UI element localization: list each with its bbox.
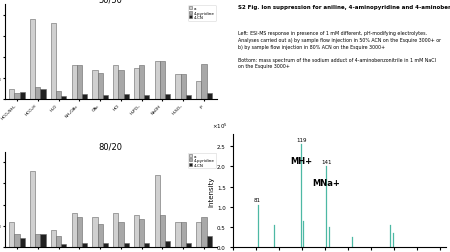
Text: $\times10^5$: $\times10^5$	[212, 121, 228, 130]
Bar	[144, 96, 149, 100]
Bar	[139, 219, 144, 247]
Bar	[202, 217, 207, 247]
Bar	[180, 222, 186, 247]
Bar	[103, 96, 108, 100]
Bar	[14, 234, 19, 247]
Bar	[186, 96, 191, 100]
Title: 50/50: 50/50	[99, 0, 122, 4]
Bar	[202, 65, 207, 100]
Text: Left: ESI-MS response in presence of 1 mM different, pH-modifying electrolytes.
: Left: ESI-MS response in presence of 1 m…	[238, 31, 441, 69]
Bar	[61, 244, 66, 247]
Title: 80/20: 80/20	[99, 142, 122, 151]
Bar	[82, 95, 87, 100]
Bar	[77, 66, 82, 100]
Bar	[165, 95, 170, 100]
Bar	[51, 24, 56, 100]
Bar	[155, 175, 160, 247]
Bar	[196, 222, 202, 247]
Bar	[51, 230, 56, 247]
Bar	[14, 93, 19, 100]
Bar	[35, 87, 40, 100]
Bar	[113, 66, 118, 100]
Bar	[82, 243, 87, 247]
Bar	[61, 97, 66, 100]
Bar	[160, 215, 165, 247]
Legend: a, 4-pyridine, 4-CN: a, 4-pyridine, 4-CN	[188, 153, 216, 169]
Bar	[160, 62, 165, 100]
Bar	[134, 68, 139, 100]
Bar	[98, 224, 103, 247]
Bar	[155, 62, 160, 100]
Bar	[30, 20, 35, 100]
Bar	[72, 66, 77, 100]
Text: S2 Fig. Ion suppression for aniline, 4-aminopyridine and 4-aminobenzonitrile: S2 Fig. Ion suppression for aniline, 4-a…	[238, 5, 450, 10]
Bar	[180, 75, 186, 100]
Bar	[72, 213, 77, 247]
Bar	[176, 222, 180, 247]
Bar	[123, 95, 129, 100]
Legend: a, 4-pyridine, 4-CN: a, 4-pyridine, 4-CN	[188, 6, 216, 22]
Text: 141: 141	[321, 159, 332, 164]
Bar	[207, 93, 212, 100]
Bar	[35, 234, 40, 247]
Y-axis label: Intensity: Intensity	[208, 176, 214, 206]
Bar	[92, 70, 98, 100]
Bar	[118, 222, 123, 247]
Bar	[118, 70, 123, 100]
Bar	[196, 82, 202, 100]
Bar	[40, 234, 45, 247]
Text: 119: 119	[296, 137, 306, 142]
Bar	[40, 89, 45, 100]
Text: MH+: MH+	[290, 156, 312, 165]
Bar	[103, 243, 108, 247]
Text: MNa+: MNa+	[312, 178, 340, 187]
Bar	[19, 239, 25, 247]
Bar	[30, 171, 35, 247]
Bar	[123, 243, 129, 247]
Bar	[56, 236, 61, 247]
Bar	[56, 91, 61, 100]
Bar	[113, 213, 118, 247]
Bar	[9, 89, 14, 100]
Bar	[144, 243, 149, 247]
Bar	[176, 75, 180, 100]
Bar	[77, 217, 82, 247]
Bar	[207, 236, 212, 247]
Bar	[186, 243, 191, 247]
Bar	[139, 66, 144, 100]
Text: 81: 81	[254, 198, 261, 202]
Bar	[19, 92, 25, 100]
Bar	[134, 215, 139, 247]
Bar	[92, 217, 98, 247]
Bar	[165, 241, 170, 247]
Bar	[98, 74, 103, 100]
Bar	[9, 222, 14, 247]
